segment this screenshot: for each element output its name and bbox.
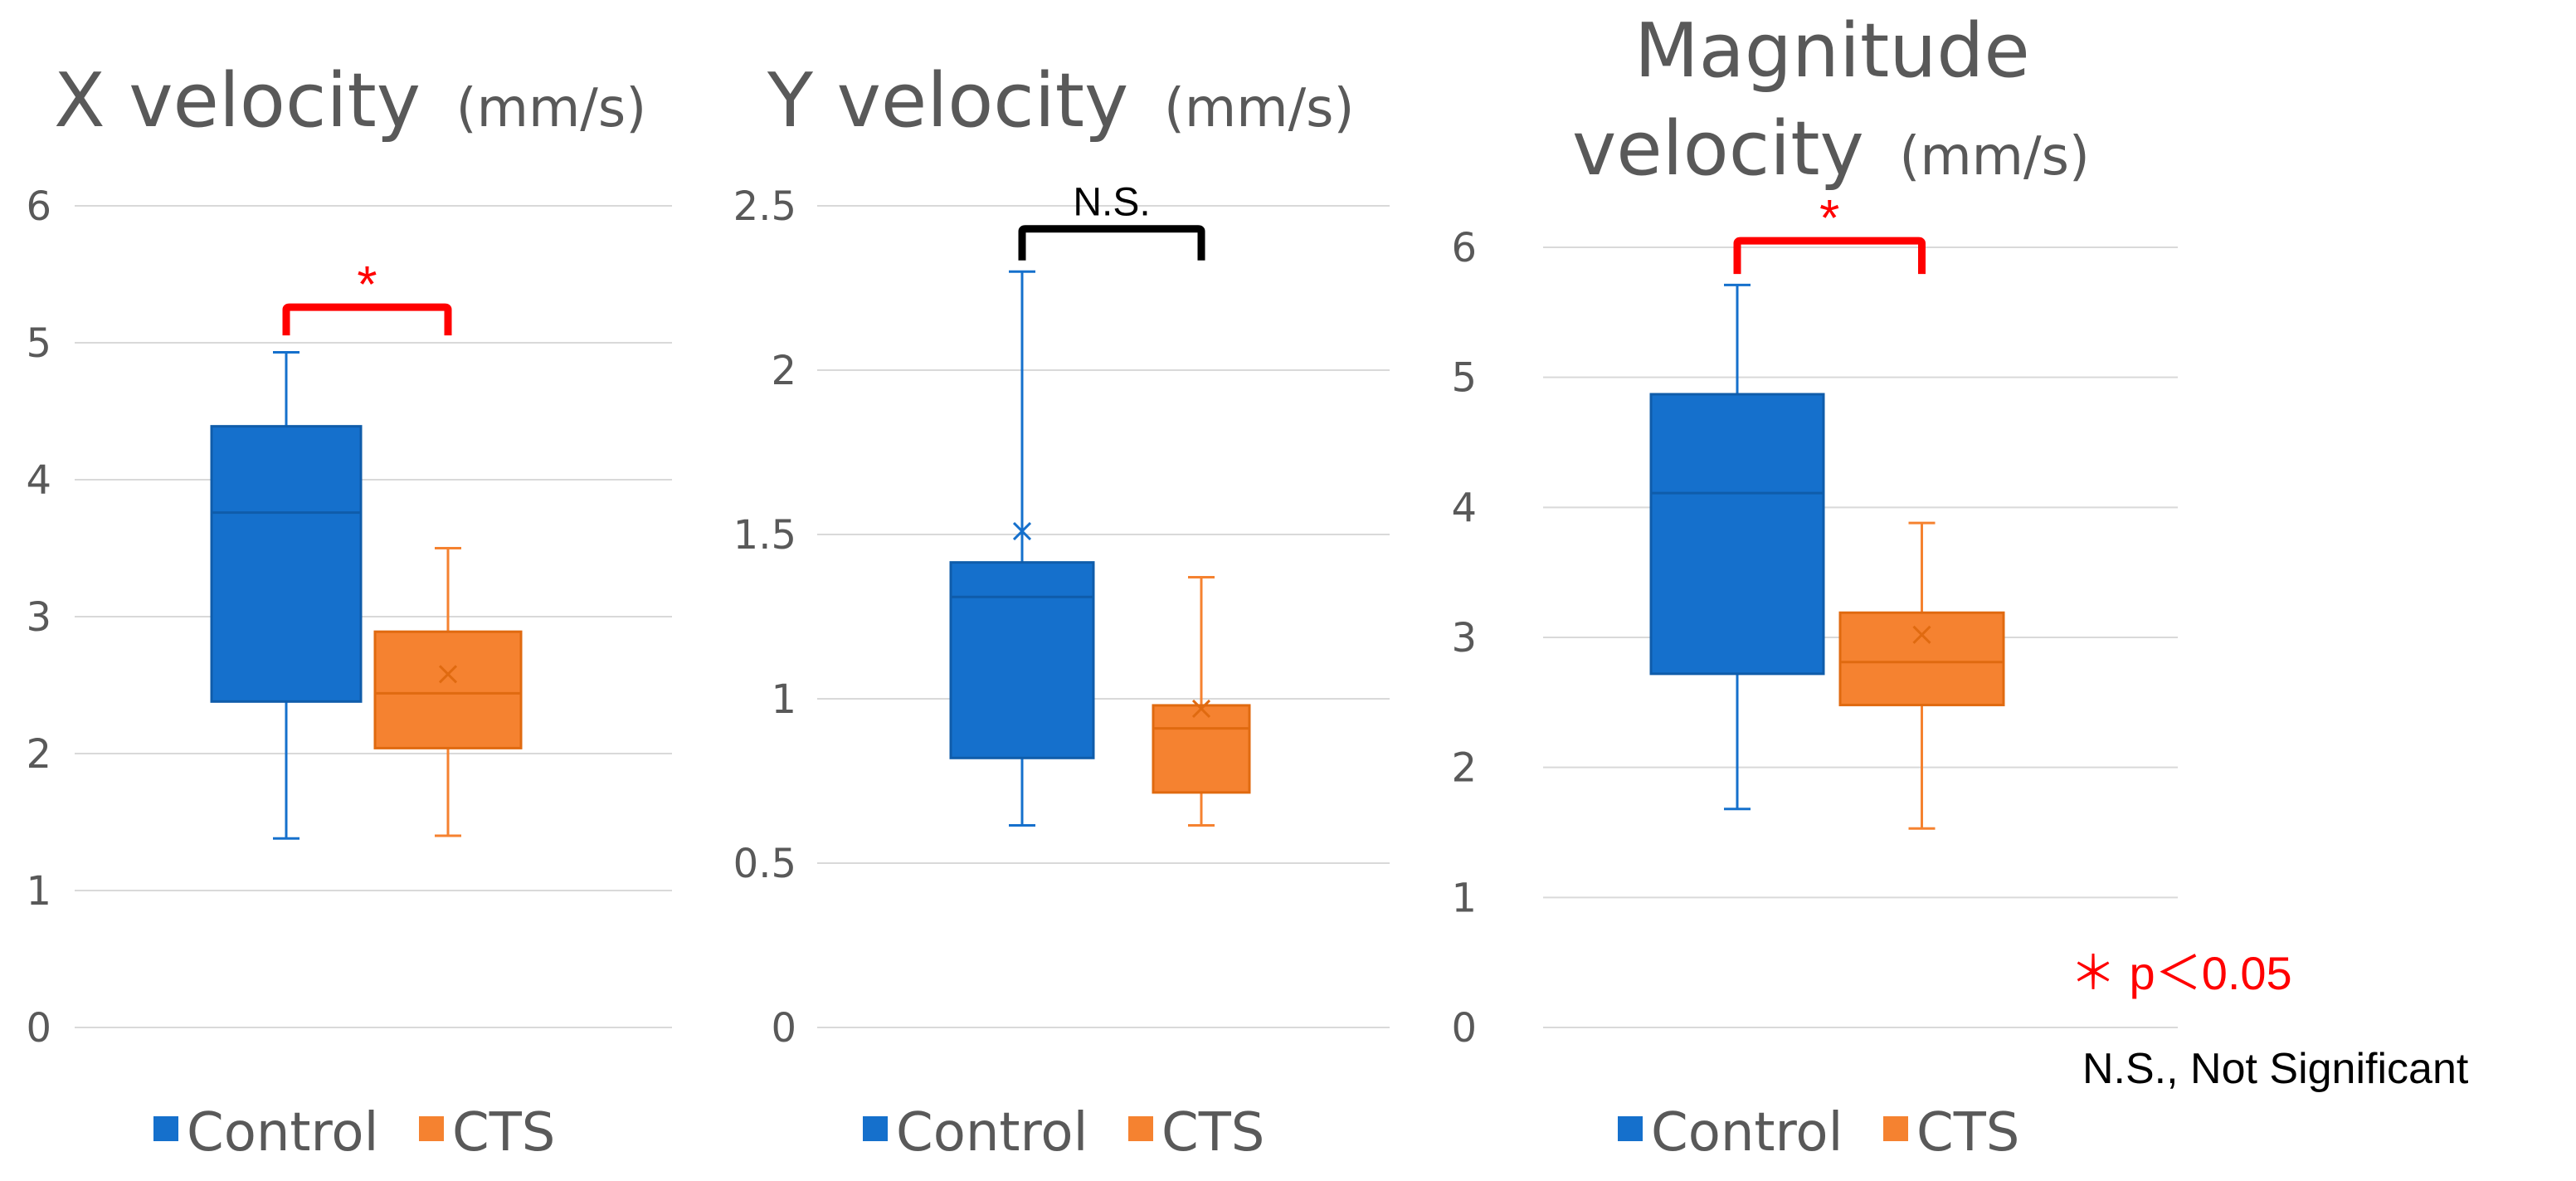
control-box xyxy=(1649,393,1825,676)
y-tick-label: 6 xyxy=(1451,225,1477,271)
panel-x-velocity: X velocity (mm/s) 0 1 2 3 4 5 6 * Control CTS xyxy=(26,57,672,1164)
panel-title-x-velocity: X velocity (mm/s) xyxy=(54,57,646,144)
control-mean-marker xyxy=(1012,521,1032,541)
y-tick-label: 0 xyxy=(1451,1005,1477,1052)
cts-mean-marker xyxy=(1191,699,1211,718)
y-tick-label: 5 xyxy=(26,320,51,367)
mean-marker-stroke xyxy=(276,461,296,480)
cts-box xyxy=(1838,611,2005,706)
panel-title-unit: (mm/s) xyxy=(1899,126,2090,188)
y-tick-label: 0 xyxy=(26,1005,51,1052)
y-tick-label: 3 xyxy=(1451,615,1477,661)
legend-swatch-cts xyxy=(1128,1116,1153,1141)
legend-swatch-cts xyxy=(419,1116,444,1141)
control-box xyxy=(210,425,363,703)
cts-box xyxy=(1152,704,1251,794)
legend-label-control: Control xyxy=(896,1102,1088,1164)
y-tick-label: 1 xyxy=(771,676,796,723)
control-box xyxy=(949,561,1095,759)
significance-label: * xyxy=(1819,190,1839,247)
mean-marker-stroke xyxy=(438,665,458,684)
panel-title-unit: (mm/s) xyxy=(1164,78,1355,139)
significance-label: N.S. xyxy=(1073,181,1150,225)
y-tick-label: 2.5 xyxy=(733,183,796,230)
significance-label: * xyxy=(357,256,377,314)
cts-mean-marker xyxy=(1912,625,1931,644)
y-tick-label: 1.5 xyxy=(733,512,796,559)
plot-area-x-velocity: 0 1 2 3 4 5 6 * xyxy=(26,183,672,1052)
legend-label-cts: CTS xyxy=(1161,1102,1264,1164)
cts-box xyxy=(373,630,523,749)
significance-bracket xyxy=(282,303,452,336)
y-tick-label: 1 xyxy=(26,868,51,915)
y-tick-label: 2 xyxy=(1451,745,1477,792)
legend-label-control: Control xyxy=(187,1102,378,1164)
panel-magnitude-velocity: Magnitude velocity (mm/s) 0 1 2 3 4 5 6 * Contr… xyxy=(1451,7,2178,1164)
panel-title-magnitude-line1: Magnitude xyxy=(1634,7,2030,95)
y-tick-label: 2 xyxy=(771,348,796,394)
y-tick-label: 0 xyxy=(771,1005,796,1052)
panel-title-main: Y velocity xyxy=(767,57,1128,144)
panel-title-magnitude-line2: velocity (mm/s) xyxy=(1572,105,2090,193)
y-tick-label: 1 xyxy=(1451,875,1477,921)
y-tick-label: 0.5 xyxy=(733,841,796,887)
legend-swatch-control xyxy=(153,1116,178,1141)
y-tick-label: 4 xyxy=(1451,485,1477,531)
plot-area-magnitude-velocity: 0 1 2 3 4 5 6 * xyxy=(1451,190,2178,1052)
y-tick-label: 5 xyxy=(1451,355,1477,402)
control-mean-marker xyxy=(1727,421,1747,440)
legend-swatch-control xyxy=(1618,1116,1643,1141)
legend-y-velocity: Control CTS xyxy=(863,1102,1264,1164)
panel-y-velocity: Y velocity (mm/s) 0 0.5 1 1.5 2 2.5 N.S. Contr… xyxy=(733,57,1390,1164)
significance-bracket xyxy=(1733,237,1926,275)
cts-mean-marker xyxy=(438,665,458,684)
panel-title-main: X velocity xyxy=(54,57,421,144)
legend-label-cts: CTS xyxy=(1916,1102,2019,1164)
legend-swatch-control xyxy=(863,1116,888,1141)
mean-marker-stroke xyxy=(1191,699,1211,718)
legend-x-velocity: Control CTS xyxy=(153,1102,555,1164)
mean-marker-stroke xyxy=(1727,421,1747,440)
y-tick-label: 2 xyxy=(26,731,51,778)
legend-magnitude-velocity: Control CTS xyxy=(1618,1102,2019,1164)
panel-title-unit: (mm/s) xyxy=(456,78,647,139)
mean-marker-stroke xyxy=(1012,521,1032,541)
panel-title-main: velocity xyxy=(1572,105,1864,193)
plot-area-y-velocity: 0 0.5 1 1.5 2 2.5 N.S. xyxy=(733,181,1390,1052)
legend-swatch-cts xyxy=(1883,1116,1908,1141)
ns-note: N.S., Not Significant xyxy=(2082,1045,2469,1093)
legend-label-control: Control xyxy=(1651,1102,1843,1164)
y-tick-label: 4 xyxy=(26,457,51,504)
p-value-note: ＊ p＜0.05 xyxy=(2070,947,2292,999)
y-tick-label: 6 xyxy=(26,183,51,230)
significance-bracket xyxy=(1018,225,1205,261)
panel-title-y-velocity: Y velocity (mm/s) xyxy=(767,57,1354,144)
legend-label-cts: CTS xyxy=(452,1102,555,1164)
mean-marker-stroke xyxy=(1912,625,1931,644)
control-mean-marker xyxy=(276,461,296,480)
y-tick-label: 3 xyxy=(26,594,51,641)
